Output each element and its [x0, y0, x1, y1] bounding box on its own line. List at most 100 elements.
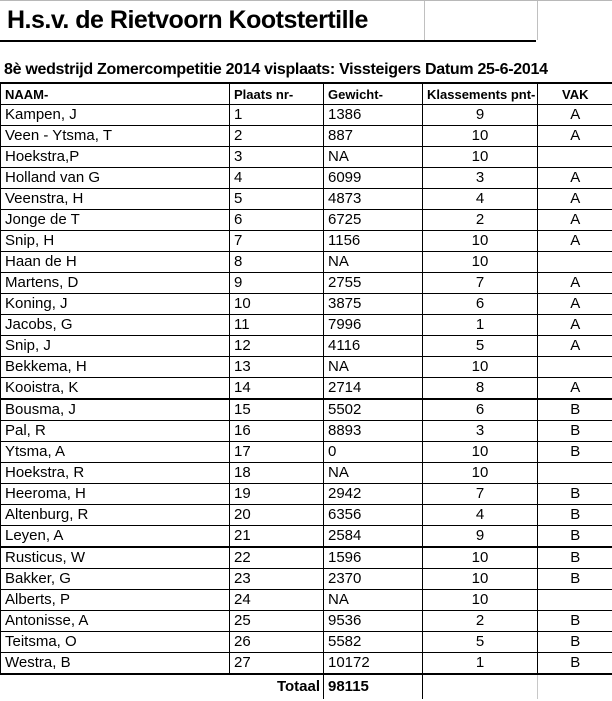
cell-plaats: 11 [229, 314, 324, 336]
cell-pnt: 10 [422, 441, 538, 463]
cell-pnt: 3 [422, 167, 538, 189]
cell-gewicht: 4873 [323, 188, 423, 210]
cell-vak: B [537, 547, 612, 569]
cell-vak: B [537, 610, 612, 632]
cell-pnt: 10 [422, 125, 538, 147]
totaal-spacer [0, 673, 230, 699]
title-gridline [537, 1, 538, 40]
header-vak: VAK [537, 82, 612, 105]
cell-gewicht: NA [323, 589, 423, 611]
cell-pnt: 1 [422, 652, 538, 675]
table-row: Jacobs, G 11 7996 1 A [0, 314, 612, 336]
cell-naam: Teitsma, O [0, 631, 230, 653]
cell-pnt: 5 [422, 335, 538, 357]
table-row: Westra, B 27 10172 1 B [0, 652, 612, 675]
cell-plaats: 6 [229, 209, 324, 231]
cell-plaats: 7 [229, 230, 324, 252]
cell-pnt: 9 [422, 525, 538, 548]
cell-vak: A [537, 377, 612, 400]
cell-gewicht: NA [323, 251, 423, 273]
subtitle-block: 8è wedstrijd Zomercompetitie 2014 vispla… [0, 42, 612, 82]
table-row: Haan de H 8 NA 10 [0, 251, 612, 273]
cell-naam: Veen - Ytsma, T [0, 125, 230, 147]
cell-gewicht: 7996 [323, 314, 423, 336]
cell-plaats: 14 [229, 377, 324, 400]
cell-pnt: 10 [422, 356, 538, 378]
cell-naam: Koning, J [0, 293, 230, 315]
cell-pnt: 1 [422, 314, 538, 336]
totaal-label: Totaal [229, 673, 324, 699]
header-plaats: Plaats nr- [229, 82, 324, 105]
cell-gewicht: 2942 [323, 483, 423, 505]
cell-plaats: 21 [229, 525, 324, 548]
cell-plaats: 22 [229, 547, 324, 569]
cell-vak: A [537, 314, 612, 336]
cell-naam: Veenstra, H [0, 188, 230, 210]
cell-naam: Kampen, J [0, 104, 230, 126]
results-tbody: Kampen, J 1 1386 9 A Veen - Ytsma, T 2 887 10 A Ho… [0, 104, 612, 675]
header-gewicht: Gewicht- [323, 82, 423, 105]
cell-gewicht: 2370 [323, 568, 423, 590]
cell-pnt: 8 [422, 377, 538, 400]
cell-vak [537, 462, 612, 484]
cell-pnt: 10 [422, 462, 538, 484]
cell-gewicht: 887 [323, 125, 423, 147]
cell-naam: Kooistra, K [0, 377, 230, 400]
cell-pnt: 10 [422, 568, 538, 590]
cell-naam: Westra, B [0, 652, 230, 675]
table-header-row: NAAM- Plaats nr- Gewicht- Klassements pn… [0, 82, 612, 105]
cell-gewicht: 0 [323, 441, 423, 463]
cell-gewicht: 4116 [323, 335, 423, 357]
cell-gewicht: 6099 [323, 167, 423, 189]
cell-gewicht: 1156 [323, 230, 423, 252]
cell-vak [537, 146, 612, 168]
cell-plaats: 5 [229, 188, 324, 210]
totaal-value: 98115 [323, 673, 423, 699]
cell-plaats: 13 [229, 356, 324, 378]
cell-naam: Antonisse, A [0, 610, 230, 632]
cell-vak: B [537, 420, 612, 442]
cell-gewicht: NA [323, 462, 423, 484]
cell-vak: B [537, 441, 612, 463]
header-pnt: Klassements pnt- [422, 82, 538, 105]
table-row: Teitsma, O 26 5582 5 B [0, 631, 612, 653]
table-row: Bekkema, H 13 NA 10 [0, 356, 612, 378]
table-row: Alberts, P 24 NA 10 [0, 589, 612, 611]
totaal-empty-vak [537, 673, 612, 699]
cell-plaats: 26 [229, 631, 324, 653]
cell-pnt: 10 [422, 589, 538, 611]
cell-vak: A [537, 188, 612, 210]
cell-naam: Holland van G [0, 167, 230, 189]
cell-naam: Alberts, P [0, 589, 230, 611]
cell-plaats: 10 [229, 293, 324, 315]
cell-naam: Hoekstra, R [0, 462, 230, 484]
cell-pnt: 10 [422, 230, 538, 252]
table-row: Ytsma, A 17 0 10 B [0, 441, 612, 463]
cell-pnt: 2 [422, 610, 538, 632]
table-row: Kampen, J 1 1386 9 A [0, 104, 612, 126]
page-title: H.s.v. de Rietvoorn Kootstertille [7, 6, 368, 34]
table-row: Bakker, G 23 2370 10 B [0, 568, 612, 590]
cell-pnt: 7 [422, 483, 538, 505]
table-row: Leyen, A 21 2584 9 B [0, 525, 612, 548]
cell-plaats: 27 [229, 652, 324, 675]
cell-plaats: 20 [229, 504, 324, 526]
cell-vak: A [537, 167, 612, 189]
cell-vak: B [537, 504, 612, 526]
cell-naam: Hoekstra,P [0, 146, 230, 168]
competition-subtitle: 8è wedstrijd Zomercompetitie 2014 vispla… [4, 61, 548, 78]
cell-naam: Bousma, J [0, 399, 230, 421]
table-row: Veen - Ytsma, T 2 887 10 A [0, 125, 612, 147]
title-cell: H.s.v. de Rietvoorn Kootstertille [0, 1, 536, 42]
cell-vak [537, 356, 612, 378]
cell-naam: Rusticus, W [0, 547, 230, 569]
cell-pnt: 10 [422, 146, 538, 168]
table-row: Kooistra, K 14 2714 8 A [0, 377, 612, 400]
cell-gewicht: 2755 [323, 272, 423, 294]
cell-vak [537, 251, 612, 273]
cell-vak: A [537, 230, 612, 252]
cell-plaats: 23 [229, 568, 324, 590]
cell-plaats: 25 [229, 610, 324, 632]
cell-vak: A [537, 272, 612, 294]
table-row: Koning, J 10 3875 6 A [0, 293, 612, 315]
